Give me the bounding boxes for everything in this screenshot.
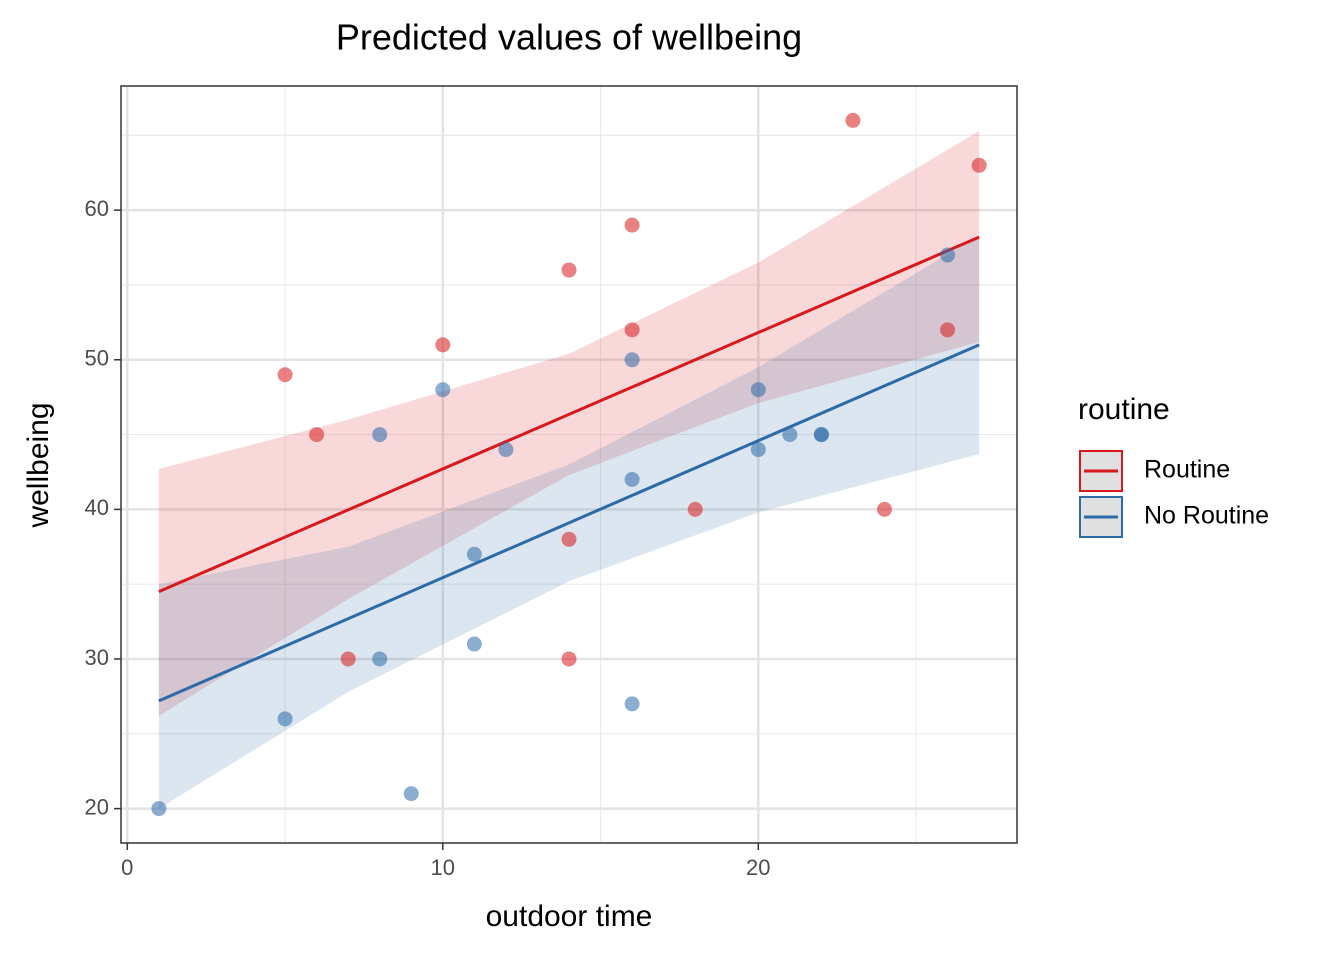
point — [624, 352, 640, 368]
point — [466, 636, 482, 652]
legend-label: No Routine — [1144, 502, 1269, 530]
y-tick-label: 20 — [85, 794, 109, 819]
point — [277, 711, 293, 727]
point — [876, 501, 892, 517]
point — [940, 322, 956, 338]
point — [561, 651, 577, 667]
point — [561, 531, 577, 547]
y-tick-label: 50 — [85, 346, 109, 371]
point — [372, 651, 388, 667]
point — [624, 322, 640, 338]
fit-line — [158, 343, 980, 703]
point — [624, 696, 640, 712]
point — [624, 217, 640, 233]
x-tick-label: 0 — [121, 855, 133, 880]
point — [435, 337, 451, 353]
point — [403, 786, 419, 802]
point — [845, 112, 861, 128]
legend-title: routine — [1078, 393, 1170, 426]
point — [372, 427, 388, 443]
y-axis-label: wellbeing — [22, 402, 55, 528]
point — [782, 427, 798, 443]
panel-border — [120, 85, 1018, 844]
y-tick-label: 60 — [85, 196, 109, 221]
point — [435, 382, 451, 398]
x-tick-label: 20 — [746, 855, 770, 880]
point — [750, 382, 766, 398]
fit-line — [158, 235, 980, 594]
point — [750, 442, 766, 458]
legend-label: Routine — [1144, 456, 1230, 484]
y-tick-label: 40 — [85, 495, 109, 520]
point — [309, 427, 325, 443]
point — [277, 367, 293, 383]
chart-title: Predicted values of wellbeing — [336, 17, 802, 58]
point — [466, 546, 482, 562]
x-tick-label: 10 — [431, 855, 455, 880]
point — [813, 427, 829, 443]
point — [498, 442, 514, 458]
point — [561, 262, 577, 278]
x-axis-label: outdoor time — [486, 900, 653, 933]
point — [151, 801, 167, 817]
point — [971, 157, 987, 173]
point — [340, 651, 356, 667]
confidence-band — [158, 130, 980, 716]
point — [940, 247, 956, 263]
y-tick-label: 30 — [85, 645, 109, 670]
point — [687, 501, 703, 517]
point — [624, 471, 640, 487]
